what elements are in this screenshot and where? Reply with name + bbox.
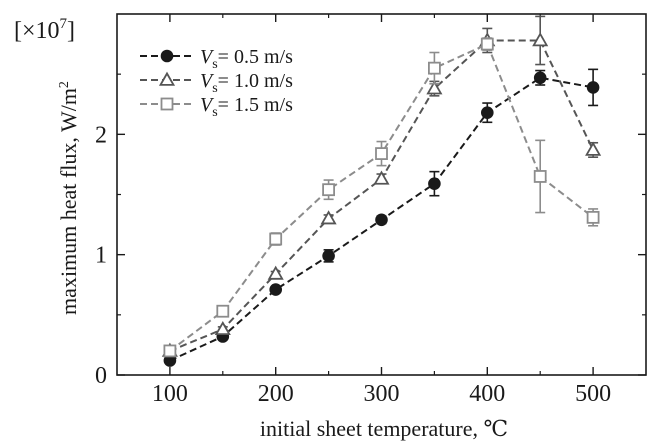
series-1-point-200	[267, 265, 284, 280]
series-2-point-500	[586, 210, 600, 224]
x-tick-label-500: 500	[575, 381, 611, 407]
x-tick-label-200: 200	[258, 381, 294, 407]
series-1-point-350	[426, 80, 443, 95]
y-tick-label-1: 1	[95, 243, 107, 269]
x-tick-label-400: 400	[469, 381, 505, 407]
series-2-point-250	[322, 183, 336, 197]
multiplier-exponent: 7	[60, 16, 68, 32]
series-1-point-450	[532, 32, 549, 47]
series-2-point-100	[163, 344, 177, 358]
y-axis-label-main: maximum heat flux, W/m	[56, 88, 81, 315]
legend-label-1: Vs= 1.0 m/s	[200, 70, 293, 96]
legend-entry-2: Vs= 1.5 m/s	[140, 94, 293, 120]
series-0-point-350	[428, 177, 441, 190]
y-tick-label-0: 0	[95, 363, 107, 389]
legend-label-0: Vs= 0.5 m/s	[200, 46, 293, 72]
plot-frame	[116, 13, 647, 376]
series-2-point-350	[427, 61, 441, 75]
series-2-point-200	[269, 232, 283, 246]
x-tick-label-300: 300	[364, 381, 400, 407]
series-0-point-450	[533, 71, 547, 85]
series-2-point-400	[480, 37, 494, 51]
series-0-point-250	[322, 249, 335, 263]
series-2-point-150	[216, 304, 230, 318]
series-1-point-300	[373, 170, 390, 185]
legend-marker-2	[160, 97, 174, 111]
series-2-point-300	[375, 147, 388, 160]
x-axis-label: initial sheet temperature, ℃	[260, 416, 508, 441]
series-0-point-300	[375, 213, 388, 227]
legend-entry-0: Vs= 0.5 m/s	[140, 46, 293, 72]
x-tick-label-100: 100	[152, 381, 188, 407]
y-tick-label-2: 2	[95, 122, 107, 148]
legend-label-2: Vs= 1.5 m/s	[200, 94, 293, 120]
series-1-point-250	[320, 210, 337, 225]
series-2	[163, 37, 600, 358]
plot-area: 100 200 300 400 500 0 1 2 Vs= 0.5 m/sVs= 1.0 m/s…	[95, 13, 647, 407]
series-1-point-150	[214, 320, 231, 336]
series-2-point-450	[533, 170, 547, 183]
legend-marker-0	[160, 49, 174, 63]
y-axis-label-superscript: 2	[57, 81, 72, 88]
series-1-point-500	[585, 141, 602, 156]
series-0-point-500	[586, 81, 600, 94]
multiplier-prefix: [×10	[14, 18, 60, 44]
multiplier-suffix: ]	[67, 18, 75, 44]
multiplier-label: [×107]	[14, 16, 75, 44]
series-0-point-200	[269, 283, 283, 296]
series-0-point-400	[480, 106, 494, 119]
legend-entry-1: Vs= 1.0 m/s	[140, 70, 293, 96]
legend-marker-1	[158, 71, 176, 86]
y-axis-label: maximum heat flux, W/m2	[56, 81, 81, 315]
